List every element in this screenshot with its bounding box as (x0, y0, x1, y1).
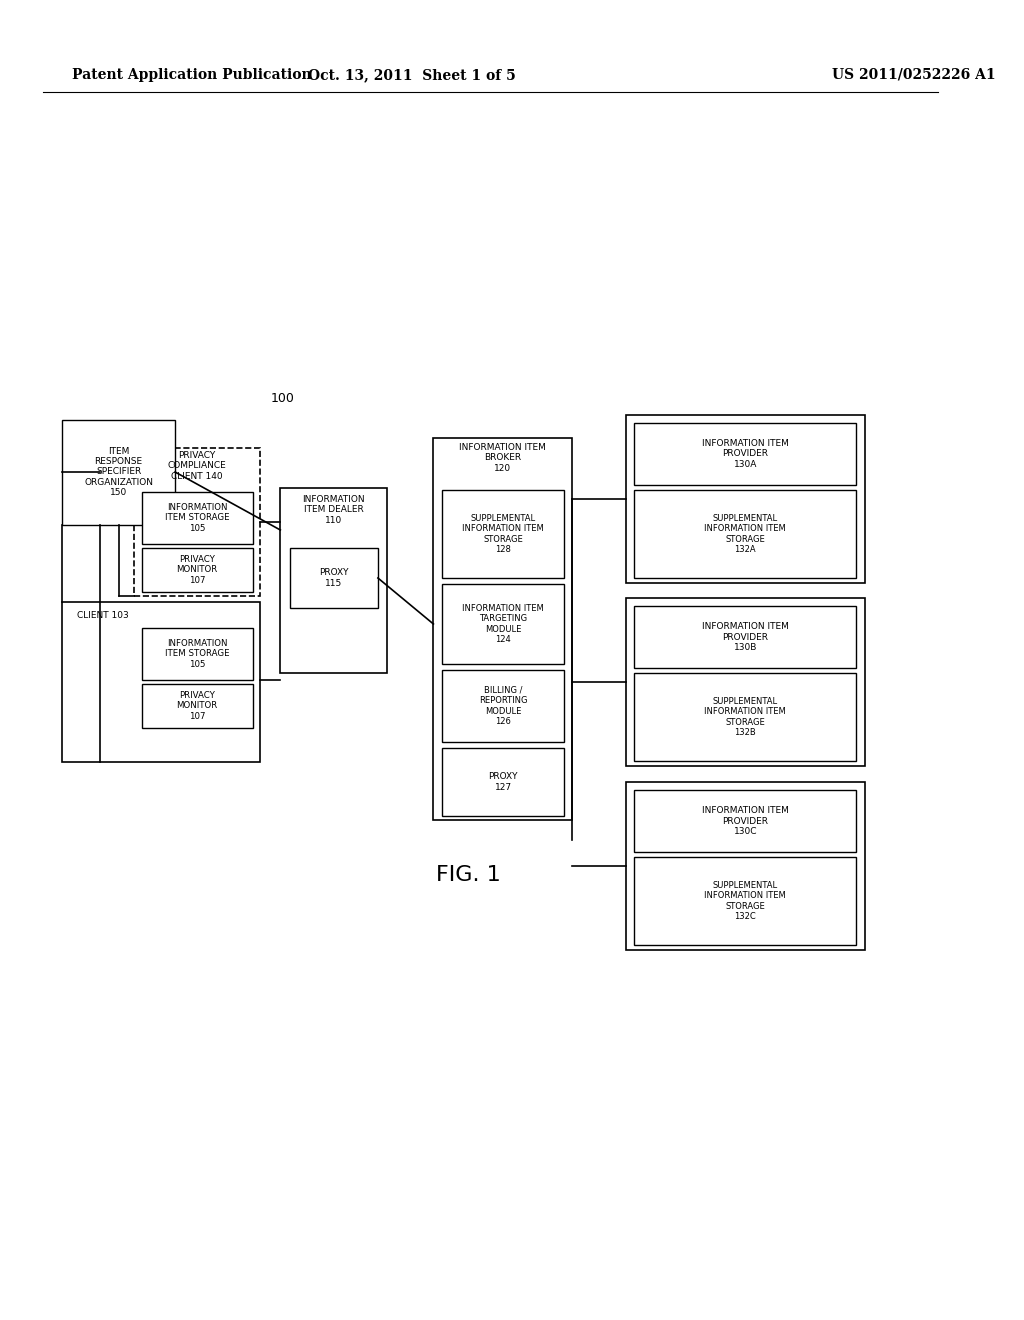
Text: SUPPLEMENTAL
INFORMATION ITEM
STORAGE
132C: SUPPLEMENTAL INFORMATION ITEM STORAGE 13… (705, 880, 786, 921)
Bar (433, 438, 572, 820)
Text: INFORMATION ITEM
PROVIDER
130C: INFORMATION ITEM PROVIDER 130C (701, 807, 788, 836)
Bar (442, 490, 564, 578)
Bar (141, 492, 253, 544)
Text: PROXY
115: PROXY 115 (319, 569, 348, 587)
Bar (62, 602, 260, 762)
Bar (634, 422, 856, 484)
Text: Oct. 13, 2011  Sheet 1 of 5: Oct. 13, 2011 Sheet 1 of 5 (307, 69, 515, 82)
Text: INFORMATION
ITEM STORAGE
105: INFORMATION ITEM STORAGE 105 (165, 503, 229, 533)
Text: FIG. 1: FIG. 1 (436, 865, 501, 884)
Text: CLIENT 103: CLIENT 103 (77, 611, 128, 620)
Text: INFORMATION ITEM
PROVIDER
130A: INFORMATION ITEM PROVIDER 130A (701, 440, 788, 469)
Bar (626, 414, 865, 583)
Bar (281, 488, 387, 673)
Text: INFORMATION
ITEM STORAGE
105: INFORMATION ITEM STORAGE 105 (165, 639, 229, 669)
Text: INFORMATION
ITEM DEALER
110: INFORMATION ITEM DEALER 110 (303, 495, 366, 525)
Bar (634, 789, 856, 851)
Bar (442, 748, 564, 816)
Text: SUPPLEMENTAL
INFORMATION ITEM
STORAGE
132A: SUPPLEMENTAL INFORMATION ITEM STORAGE 13… (705, 513, 786, 554)
Bar (634, 490, 856, 578)
Text: INFORMATION ITEM
BROKER
120: INFORMATION ITEM BROKER 120 (459, 444, 546, 473)
Bar (134, 447, 260, 597)
Bar (626, 781, 865, 950)
Text: INFORMATION ITEM
PROVIDER
130B: INFORMATION ITEM PROVIDER 130B (701, 622, 788, 652)
Bar (141, 628, 253, 680)
Bar (626, 598, 865, 766)
Text: SUPPLEMENTAL
INFORMATION ITEM
STORAGE
132B: SUPPLEMENTAL INFORMATION ITEM STORAGE 13… (705, 697, 786, 737)
Text: US 2011/0252226 A1: US 2011/0252226 A1 (833, 69, 996, 82)
Text: PRIVACY
MONITOR
107: PRIVACY MONITOR 107 (176, 556, 218, 585)
Text: BILLING /
REPORTING
MODULE
126: BILLING / REPORTING MODULE 126 (479, 686, 527, 726)
Bar (442, 671, 564, 742)
Bar (290, 548, 378, 609)
Text: 100: 100 (270, 392, 294, 404)
Bar (141, 684, 253, 729)
Bar (634, 673, 856, 762)
Text: PROXY
127: PROXY 127 (488, 772, 518, 792)
Text: Patent Application Publication: Patent Application Publication (72, 69, 311, 82)
Text: INFORMATION ITEM
TARGETING
MODULE
124: INFORMATION ITEM TARGETING MODULE 124 (463, 605, 544, 644)
Text: ITEM
RESPONSE
SPECIFIER
ORGANIZATION
150: ITEM RESPONSE SPECIFIER ORGANIZATION 150 (84, 446, 154, 498)
Bar (141, 548, 253, 591)
Text: PRIVACY
COMPLIANCE
CLIENT 140: PRIVACY COMPLIANCE CLIENT 140 (168, 451, 226, 480)
Text: PRIVACY
MONITOR
107: PRIVACY MONITOR 107 (176, 692, 218, 721)
Text: SUPPLEMENTAL
INFORMATION ITEM
STORAGE
128: SUPPLEMENTAL INFORMATION ITEM STORAGE 12… (463, 513, 544, 554)
Bar (442, 583, 564, 664)
Bar (634, 857, 856, 945)
Bar (62, 420, 175, 525)
Bar (634, 606, 856, 668)
